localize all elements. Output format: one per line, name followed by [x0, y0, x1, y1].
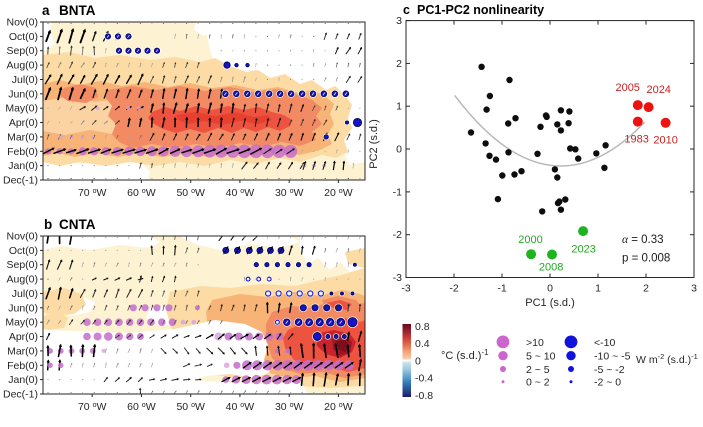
svg-text:Dec(-1): Dec(-1): [3, 175, 38, 187]
svg-text:-2: -2: [393, 229, 402, 241]
svg-text:70 oW: 70 oW: [78, 187, 107, 199]
svg-text:3: 3: [691, 283, 697, 295]
svg-text:α = 0.33: α = 0.33: [622, 234, 664, 246]
svg-text:W m-2 (s.d.)-1: W m-2 (s.d.)-1: [636, 352, 698, 366]
svg-text:>10: >10: [526, 337, 544, 349]
svg-text:Feb(0): Feb(0): [7, 146, 38, 158]
svg-text:2: 2: [396, 58, 402, 70]
svg-text:3: 3: [396, 15, 402, 27]
svg-text:Jul(0): Jul(0): [12, 74, 38, 86]
svg-text:-1: -1: [497, 283, 506, 295]
svg-text:Sep(0): Sep(0): [6, 259, 38, 271]
svg-text:1: 1: [595, 283, 601, 295]
svg-text:Mar(0): Mar(0): [7, 345, 38, 357]
svg-text:2005: 2005: [615, 82, 639, 94]
svg-text:40 oW: 40 oW: [226, 187, 255, 199]
svg-text:Mar(0): Mar(0): [7, 131, 38, 143]
svg-text:Nov(0): Nov(0): [6, 17, 38, 29]
svg-text:1983: 1983: [624, 134, 648, 146]
svg-text:0: 0: [415, 355, 421, 367]
svg-text:Aug(0): Aug(0): [6, 274, 38, 286]
svg-text:5 ~ 10: 5 ~ 10: [526, 351, 556, 363]
svg-text:1: 1: [396, 101, 402, 113]
svg-text:50 oW: 50 oW: [176, 401, 205, 413]
svg-text:PC1-PC2 nonlinearity: PC1-PC2 nonlinearity: [417, 3, 544, 17]
svg-text:Sep(0): Sep(0): [6, 45, 38, 57]
svg-text:0: 0: [547, 283, 553, 295]
svg-text:20 oW: 20 oW: [324, 401, 353, 413]
svg-text:CNTA: CNTA: [59, 217, 96, 232]
svg-text:60 oW: 60 oW: [127, 187, 156, 199]
svg-text:PC2 (s.d.): PC2 (s.d.): [368, 119, 380, 169]
svg-text:-10 ~ -5: -10 ~ -5: [594, 351, 631, 363]
svg-text:30 oW: 30 oW: [275, 187, 304, 199]
svg-text:-3: -3: [393, 272, 402, 284]
svg-text:PC1 (s.d.): PC1 (s.d.): [525, 297, 575, 309]
svg-text:0.4: 0.4: [415, 338, 430, 350]
svg-text:20 oW: 20 oW: [324, 187, 353, 199]
svg-text:a: a: [42, 3, 50, 18]
svg-text:30 oW: 30 oW: [275, 401, 304, 413]
svg-text:Jan(0): Jan(0): [8, 160, 38, 172]
svg-text:-0.8: -0.8: [415, 390, 433, 402]
svg-text:Jun(0): Jun(0): [8, 88, 38, 100]
svg-text:Nov(0): Nov(0): [6, 231, 38, 243]
svg-text:2008: 2008: [539, 262, 563, 274]
svg-text:-5 ~ -2: -5 ~ -2: [594, 364, 625, 376]
svg-text:2: 2: [643, 283, 649, 295]
svg-text:50 oW: 50 oW: [176, 187, 205, 199]
svg-text:c: c: [403, 3, 410, 17]
svg-text:b: b: [44, 217, 52, 232]
svg-text:-2 ~ 0: -2 ~ 0: [594, 377, 621, 389]
svg-text:-0.4: -0.4: [415, 373, 433, 385]
svg-text:-3: -3: [401, 283, 410, 295]
svg-text:<-10: <-10: [594, 337, 615, 349]
svg-text:°C (s.d.)-1: °C (s.d.)-1: [441, 348, 489, 362]
svg-text:p = 0.008: p = 0.008: [622, 253, 670, 265]
svg-text:BNTA: BNTA: [59, 3, 96, 18]
svg-text:60 oW: 60 oW: [127, 401, 156, 413]
svg-text:Oct(0): Oct(0): [9, 245, 38, 257]
svg-text:Jun(0): Jun(0): [8, 302, 38, 314]
svg-text:40 oW: 40 oW: [226, 401, 255, 413]
svg-text:Apr(0): Apr(0): [9, 331, 38, 343]
svg-text:2023: 2023: [571, 244, 595, 256]
svg-text:May(0): May(0): [5, 317, 38, 329]
svg-text:-2: -2: [449, 283, 458, 295]
svg-text:2024: 2024: [646, 84, 670, 96]
svg-text:Oct(0): Oct(0): [9, 31, 38, 43]
svg-text:Apr(0): Apr(0): [9, 117, 38, 129]
svg-text:-1: -1: [393, 186, 402, 198]
svg-text:Jan(0): Jan(0): [8, 374, 38, 386]
svg-text:0.8: 0.8: [415, 321, 430, 333]
svg-text:2010: 2010: [653, 135, 677, 147]
svg-text:2 ~ 5: 2 ~ 5: [526, 364, 550, 376]
svg-text:Feb(0): Feb(0): [7, 360, 38, 372]
svg-text:Jul(0): Jul(0): [12, 288, 38, 300]
svg-text:May(0): May(0): [5, 103, 38, 115]
svg-text:2000: 2000: [518, 234, 542, 246]
svg-text:Aug(0): Aug(0): [6, 60, 38, 72]
svg-text:0 ~ 2: 0 ~ 2: [526, 377, 550, 389]
svg-text:Dec(-1): Dec(-1): [3, 389, 38, 401]
svg-text:70 oW: 70 oW: [78, 401, 107, 413]
svg-text:0: 0: [396, 144, 402, 156]
